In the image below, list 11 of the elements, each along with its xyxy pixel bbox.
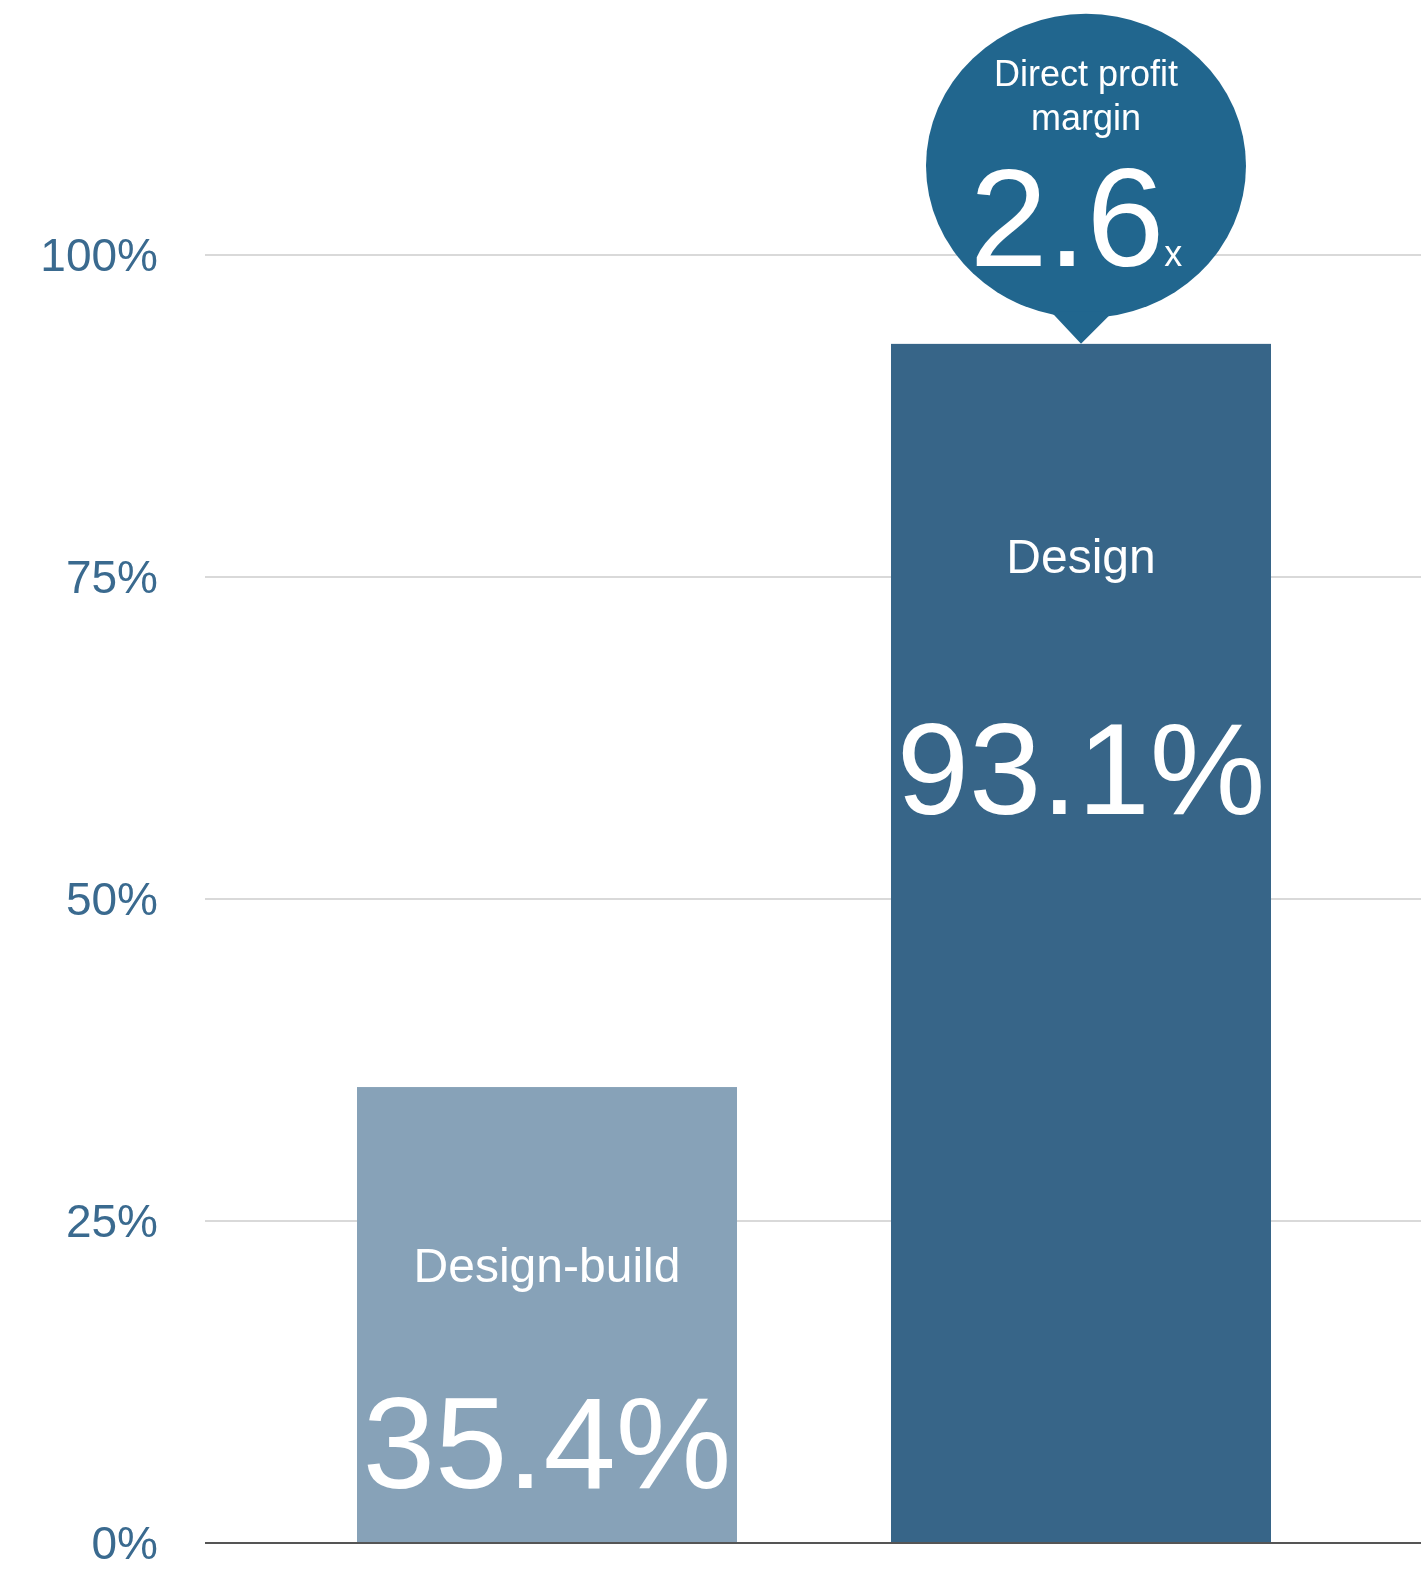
y-tick-label: 100% [40, 229, 158, 282]
x-tick-label: Design [1006, 530, 1156, 584]
text: Direct profit margin [993, 52, 1179, 138]
data-label: 93.1% [896, 695, 1266, 842]
y-tick-label: 75% [65, 551, 158, 604]
y-tick-label: 0% [91, 1517, 158, 1570]
y-tick-label: 25% [65, 1195, 158, 1248]
y-tick-label: 50% [65, 873, 158, 926]
annotation: 2.6x [969, 138, 1183, 296]
data-label: 35.4% [362, 1370, 732, 1516]
x-tick-label: Design-build [413, 1239, 681, 1293]
